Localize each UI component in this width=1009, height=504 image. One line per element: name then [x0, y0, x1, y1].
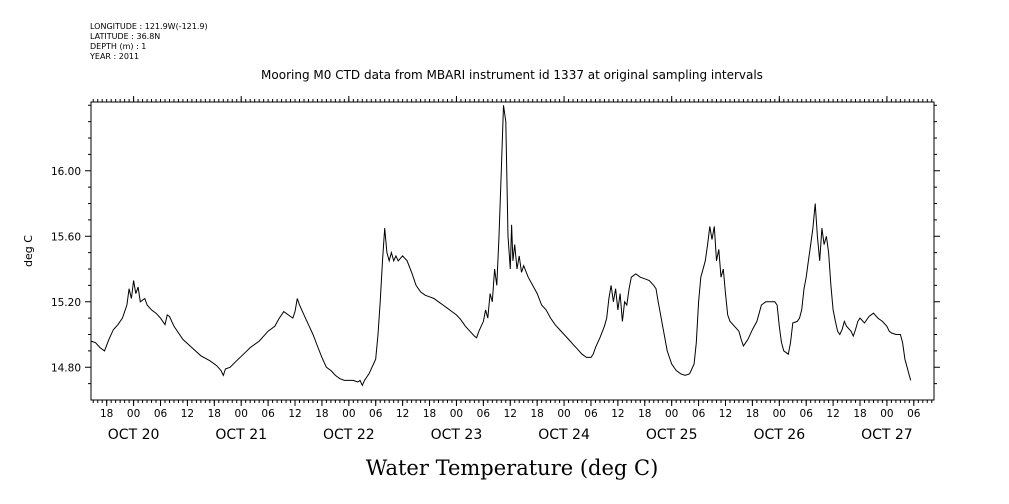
x-tick-label: 00 [557, 408, 570, 420]
x-tick-label: 12 [181, 408, 194, 420]
y-tick-label: 14.80 [51, 362, 81, 374]
chart-title: Mooring M0 CTD data from MBARI instrumen… [261, 68, 763, 82]
y-axis-label: deg C [22, 235, 35, 267]
x-tick-label: 12 [288, 408, 301, 420]
x-tick-label: 18 [746, 408, 759, 420]
year-label: YEAR : 2011 [90, 52, 140, 61]
depth-label: DEPTH (m) : 1 [90, 42, 147, 51]
x-tick-label: 00 [342, 408, 355, 420]
x-day-label: OCT 20 [108, 427, 160, 443]
x-day-label: OCT 26 [753, 427, 805, 443]
x-tick-label: 00 [127, 408, 140, 420]
x-axis: 18 00 06 12 18 00 06 12 18 00 06 12 18 00 06 12 18 00 06 12… [92, 96, 933, 443]
x-tick-label: 12 [396, 408, 409, 420]
x-tick-label: 06 [477, 408, 491, 420]
x-tick-label: 00 [773, 408, 786, 420]
x-tick-label: 00 [665, 408, 678, 420]
x-tick-label: 06 [261, 408, 275, 420]
x-tick-label: 12 [504, 408, 517, 420]
x-tick-label: 06 [369, 408, 383, 420]
x-axis-label: Water Temperature (deg C) [366, 456, 659, 480]
x-day-label: OCT 24 [538, 427, 590, 443]
y-tick-label: 15.60 [51, 231, 81, 243]
latitude-label: LATITUDE : 36.8N [90, 32, 161, 41]
x-tick-label: 06 [907, 408, 921, 420]
x-tick-label: 00 [880, 408, 893, 420]
x-tick-label: 06 [584, 408, 598, 420]
x-tick-label: 18 [315, 408, 328, 420]
x-tick-label: 18 [423, 408, 436, 420]
x-tick-label: 18 [853, 408, 866, 420]
y-tick-label: 16.00 [51, 166, 81, 178]
x-tick-label: 06 [800, 408, 814, 420]
x-tick-label: 06 [692, 408, 706, 420]
temperature-series-line [90, 105, 912, 387]
plot-frame [90, 101, 935, 401]
x-day-label: OCT 23 [431, 427, 483, 443]
x-tick-label: 12 [611, 408, 624, 420]
x-day-label: OCT 27 [861, 427, 913, 443]
longitude-label: LONGITUDE : 121.9W(-121.9) [90, 22, 208, 31]
y-tick-label: 15.20 [51, 297, 81, 309]
x-tick-label: 18 [208, 408, 221, 420]
x-tick-label: 00 [450, 408, 463, 420]
x-day-label: OCT 22 [323, 427, 375, 443]
x-tick-label: 12 [719, 408, 732, 420]
x-tick-label: 18 [100, 408, 113, 420]
x-tick-label: 06 [154, 408, 168, 420]
x-tick-label: 18 [530, 408, 543, 420]
x-tick-label: 12 [826, 408, 839, 420]
x-day-label: OCT 25 [646, 427, 698, 443]
metadata-block: LONGITUDE : 121.9W(-121.9) LATITUDE : 36… [90, 22, 208, 62]
x-tick-label: 18 [638, 408, 651, 420]
x-tick-label: 00 [235, 408, 248, 420]
y-axis: 14.80 15.20 15.60 16.00 [51, 104, 940, 385]
x-day-label: OCT 21 [215, 427, 267, 443]
